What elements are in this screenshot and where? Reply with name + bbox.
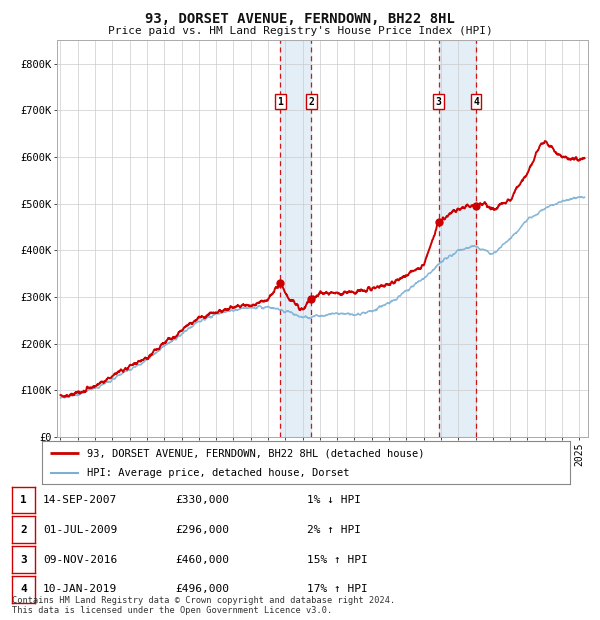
Text: 3: 3 <box>436 97 442 107</box>
Text: 93, DORSET AVENUE, FERNDOWN, BH22 8HL (detached house): 93, DORSET AVENUE, FERNDOWN, BH22 8HL (d… <box>87 448 424 458</box>
Text: 14-SEP-2007: 14-SEP-2007 <box>43 495 118 505</box>
Text: 10-JAN-2019: 10-JAN-2019 <box>43 584 118 595</box>
Text: 17% ↑ HPI: 17% ↑ HPI <box>307 584 368 595</box>
Text: 09-NOV-2016: 09-NOV-2016 <box>43 554 118 565</box>
Text: 1% ↓ HPI: 1% ↓ HPI <box>307 495 361 505</box>
Text: 01-JUL-2009: 01-JUL-2009 <box>43 525 118 535</box>
Text: 2: 2 <box>20 525 27 535</box>
Text: Price paid vs. HM Land Registry's House Price Index (HPI): Price paid vs. HM Land Registry's House … <box>107 26 493 36</box>
Text: 93, DORSET AVENUE, FERNDOWN, BH22 8HL: 93, DORSET AVENUE, FERNDOWN, BH22 8HL <box>145 12 455 27</box>
Text: £296,000: £296,000 <box>175 525 229 535</box>
Text: 1: 1 <box>20 495 27 505</box>
Text: 4: 4 <box>20 584 27 595</box>
Bar <box>439 40 476 437</box>
Text: 1: 1 <box>277 97 283 107</box>
Text: 4: 4 <box>473 97 479 107</box>
Text: HPI: Average price, detached house, Dorset: HPI: Average price, detached house, Dors… <box>87 468 349 478</box>
Text: £460,000: £460,000 <box>175 554 229 565</box>
Text: Contains HM Land Registry data © Crown copyright and database right 2024.
This d: Contains HM Land Registry data © Crown c… <box>12 596 395 615</box>
Text: 2: 2 <box>308 97 314 107</box>
Bar <box>280 40 311 437</box>
Text: 3: 3 <box>20 554 27 565</box>
Text: £496,000: £496,000 <box>175 584 229 595</box>
Text: 15% ↑ HPI: 15% ↑ HPI <box>307 554 368 565</box>
Text: 2% ↑ HPI: 2% ↑ HPI <box>307 525 361 535</box>
Text: £330,000: £330,000 <box>175 495 229 505</box>
